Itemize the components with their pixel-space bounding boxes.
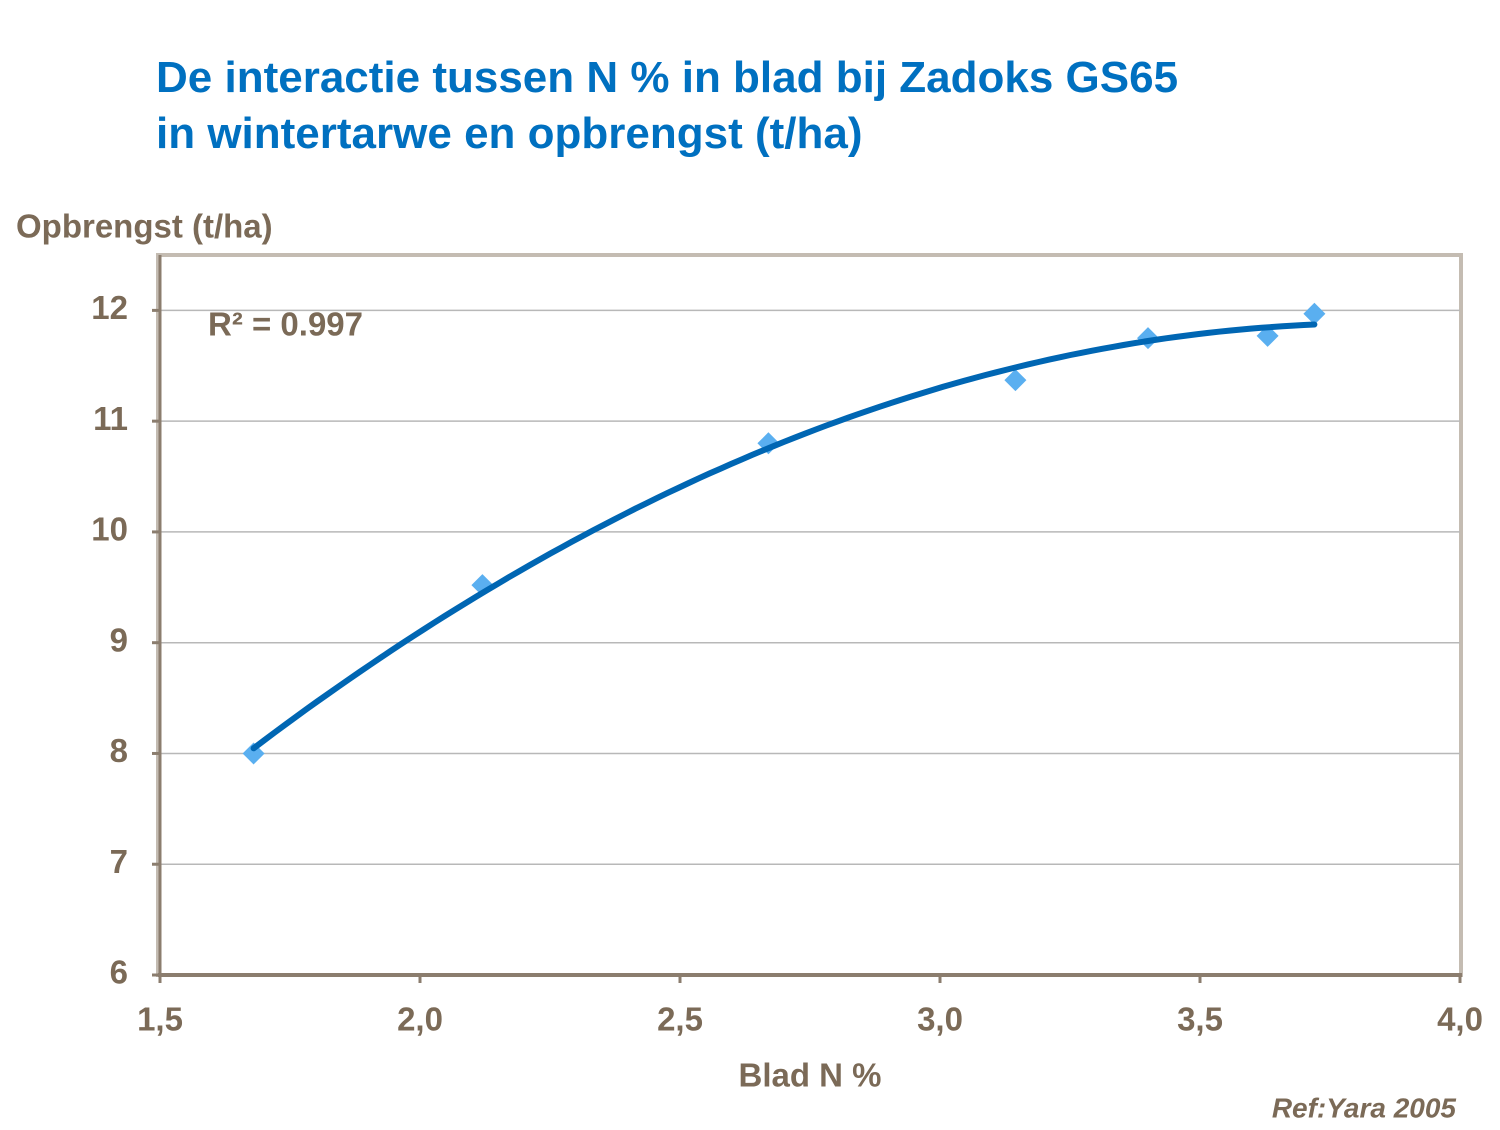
y-tick-label: 9 — [110, 621, 128, 658]
data-point — [242, 742, 265, 765]
trendline — [250, 321, 1318, 752]
y-tick-label: 7 — [110, 843, 128, 880]
r-squared: R² = 0.997 — [208, 306, 363, 343]
y-axis-title: Opbrengst (t/ha) — [16, 208, 273, 245]
plot-frame — [156, 253, 1463, 977]
x-axis-title: Blad N % — [738, 1057, 881, 1094]
y-tick-label: 10 — [91, 511, 128, 548]
data-point — [1004, 369, 1027, 392]
x-tick-label: 2,0 — [397, 1001, 443, 1038]
data-point — [1303, 302, 1326, 325]
x-tick-label: 1,5 — [137, 1001, 183, 1038]
source-note: Ref:Yara 2005 — [1272, 1092, 1457, 1123]
x-tick-label: 3,5 — [1177, 1001, 1223, 1038]
y-tick-label: 6 — [110, 954, 128, 991]
y-tick-label: 11 — [93, 400, 128, 437]
y-tick-label: 8 — [110, 732, 128, 769]
x-tick-label: 3,0 — [917, 1001, 963, 1038]
x-tick-label: 4,0 — [1437, 1001, 1483, 1038]
chart-title: De interactie tussen N % in blad bij Zad… — [156, 53, 1178, 102]
chart-title: in wintertarwe en opbrengst (t/ha) — [156, 109, 863, 158]
x-tick-label: 2,5 — [657, 1001, 703, 1038]
y-tick-label: 12 — [91, 289, 128, 326]
